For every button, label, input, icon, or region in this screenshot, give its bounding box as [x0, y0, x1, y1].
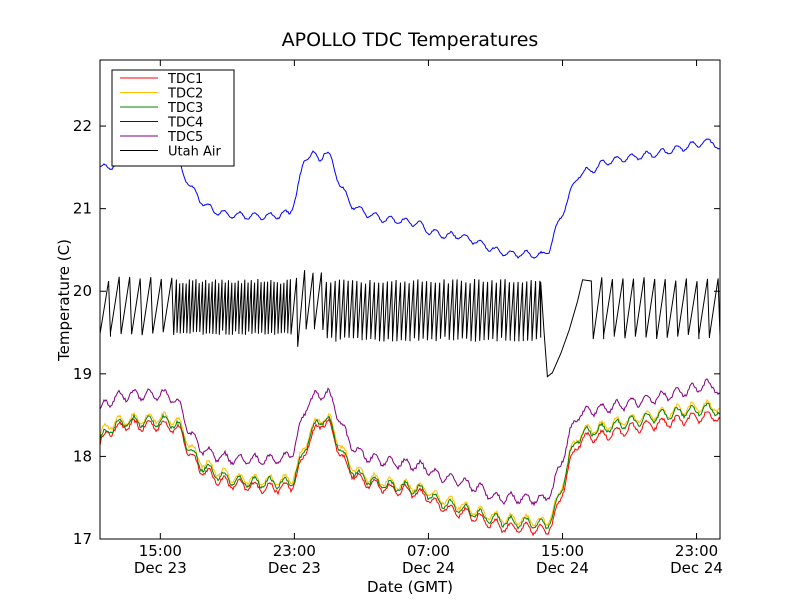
- x-tick-label-time: 07:00: [407, 542, 450, 560]
- legend-label: Utah Air: [168, 145, 221, 160]
- x-tick-label-date: Dec 24: [536, 559, 589, 577]
- series-line-tdc4: [99, 138, 721, 259]
- y-tick-label: 22: [73, 117, 92, 135]
- x-axis-label: Date (GMT): [367, 578, 453, 596]
- legend-label: TDC1: [167, 72, 203, 87]
- legend-label: TDC5: [167, 130, 203, 145]
- y-tick-label: 21: [73, 200, 92, 218]
- x-tick-label-date: Dec 23: [268, 559, 321, 577]
- series-line-utah-air: [99, 270, 721, 378]
- x-tick-label-date: Dec 23: [134, 559, 187, 577]
- legend-label: TDC3: [167, 101, 203, 116]
- y-tick-label: 20: [73, 282, 92, 300]
- series-line-tdc2: [99, 398, 721, 528]
- series-line-tdc5: [99, 378, 721, 507]
- plot-frame: [99, 59, 721, 540]
- y-tick-label: 18: [73, 447, 92, 465]
- x-tick-label-date: Dec 24: [402, 559, 455, 577]
- x-tick-label-time: 15:00: [139, 542, 182, 560]
- x-tick-label-time: 15:00: [541, 542, 584, 560]
- x-tick-label-date: Dec 24: [670, 559, 723, 577]
- legend-label: TDC4: [167, 116, 203, 131]
- series-line-tdc1: [99, 411, 721, 537]
- chart-title: APOLLO TDC Temperatures: [282, 29, 539, 51]
- y-tick-label: 19: [73, 365, 92, 383]
- series-layer: [99, 138, 721, 537]
- x-tick-label-time: 23:00: [675, 542, 718, 560]
- y-tick-label: 17: [73, 530, 92, 548]
- series-line-tdc3: [99, 402, 721, 530]
- y-axis-label: Temperature (C): [55, 239, 73, 362]
- x-tick-label-time: 23:00: [273, 542, 316, 560]
- legend-label: TDC2: [167, 87, 203, 102]
